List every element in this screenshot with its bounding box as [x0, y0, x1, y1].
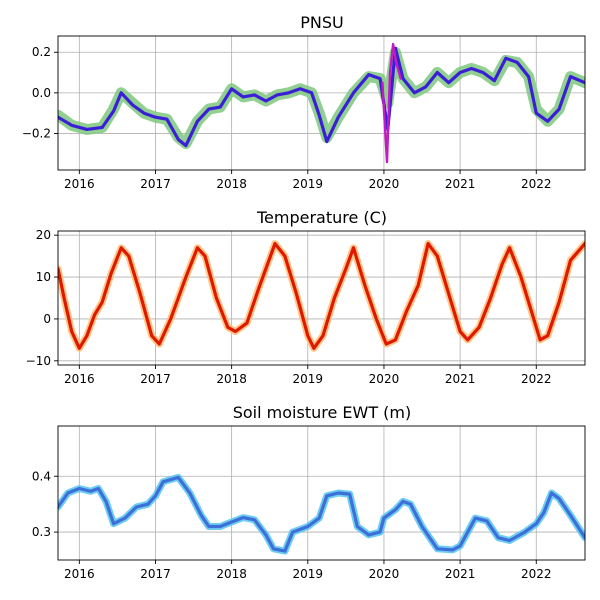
x-tick-label: 2018 [216, 177, 247, 191]
axes-frame [57, 35, 586, 171]
y-tick-label: −10 [26, 354, 51, 368]
series-line-detail [58, 242, 585, 350]
x-tick-label: 2019 [293, 567, 324, 581]
x-tick-label: 2017 [140, 567, 171, 581]
x-tick-label: 2020 [369, 372, 400, 386]
x-tick-label: 2017 [140, 177, 171, 191]
x-tick-label: 2016 [64, 567, 95, 581]
panel-body: 2016 2017 2018 2019 2020 2021 2022 −0.2 0.0 0.2 [22, 35, 586, 191]
panel-title: Soil moisture EWT (m) [233, 403, 412, 422]
x-ticks: 2016 2017 2018 2019 2020 2021 2022 [64, 365, 552, 386]
y-tick-label: 0.2 [32, 45, 51, 59]
y-tick-label: 0.0 [32, 86, 51, 100]
y-tick-label: 20 [36, 228, 51, 242]
y-tick-label: 0 [43, 312, 51, 326]
x-tick-label: 2018 [216, 372, 247, 386]
y-tick-label: −0.2 [22, 126, 51, 140]
x-tick-label: 2020 [369, 567, 400, 581]
panel-temperature: Temperature (C) 2016 2017 2018 2019 2020 2021… [26, 208, 586, 386]
y-tick-label: 10 [36, 270, 51, 284]
x-tick-label: 2022 [521, 567, 552, 581]
axes-frame [57, 425, 586, 561]
y-tick-label: 0.4 [32, 469, 51, 483]
x-tick-label: 2018 [216, 567, 247, 581]
x-ticks: 2016 2017 2018 2019 2020 2021 2022 [64, 170, 552, 191]
axes-frame [57, 230, 586, 366]
x-tick-label: 2022 [521, 372, 552, 386]
x-tick-label: 2022 [521, 177, 552, 191]
x-tick-label: 2021 [445, 567, 476, 581]
x-tick-label: 2017 [140, 372, 171, 386]
panel-body: 2016 2017 2018 2019 2020 2021 2022 0.3 0.4 [32, 425, 586, 581]
x-tick-label: 2021 [445, 372, 476, 386]
panel-body: 2016 2017 2018 2019 2020 2021 2022 −10 0 10 20 [26, 228, 586, 386]
x-tick-label: 2020 [369, 177, 400, 191]
y-tick-label: 0.3 [32, 525, 51, 539]
panel-pnsu: PNSU 2016 2017 2018 2019 2020 2021 2022 −0.2 0.0… [22, 13, 586, 191]
x-tick-label: 2019 [293, 372, 324, 386]
x-tick-label: 2021 [445, 177, 476, 191]
y-ticks: −10 0 10 20 [26, 228, 58, 368]
series-group [58, 473, 585, 555]
x-ticks: 2016 2017 2018 2019 2020 2021 2022 [64, 560, 552, 581]
panel-soil-moisture: Soil moisture EWT (m) 2016 2017 2018 2019 20… [32, 403, 586, 581]
panel-title: Temperature (C) [256, 208, 387, 227]
series-group [58, 42, 585, 164]
x-tick-label: 2016 [64, 372, 95, 386]
series-line-detail [58, 475, 585, 553]
y-ticks: −0.2 0.0 0.2 [22, 45, 58, 140]
x-tick-label: 2016 [64, 177, 95, 191]
series-group [58, 240, 585, 352]
series-line-spike [381, 42, 402, 164]
y-ticks: 0.3 0.4 [32, 469, 58, 539]
x-tick-label: 2019 [293, 177, 324, 191]
series-line-detail [58, 46, 585, 148]
panel-title: PNSU [300, 13, 343, 32]
